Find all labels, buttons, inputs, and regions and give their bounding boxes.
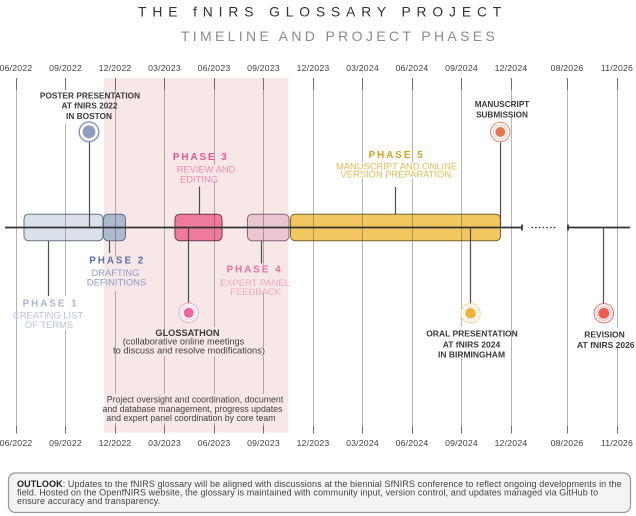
svg-text:09/2022: 09/2022 — [49, 63, 82, 73]
svg-text:IN BIRMINGHAM: IN BIRMINGHAM — [438, 350, 505, 360]
svg-text:12/2022: 12/2022 — [99, 438, 132, 448]
svg-text:REVISION: REVISION — [584, 329, 625, 339]
svg-text:09/2024: 09/2024 — [445, 438, 478, 448]
svg-text:DEFINITIONS: DEFINITIONS — [87, 277, 146, 288]
svg-text:field. Hosted on the OpenfNIRS: field. Hosted on the OpenfNIRS website, … — [17, 488, 598, 498]
svg-text:ensure accuracy and transparen: ensure accuracy and transparency. — [17, 496, 160, 506]
svg-text:AT fNIRS 2024: AT fNIRS 2024 — [443, 339, 501, 349]
svg-text:AT fNIRS 2022: AT fNIRS 2022 — [61, 101, 117, 111]
svg-text:OUTLOOK: Updates to the fNIRS: OUTLOOK: Updates to the fNIRS glossary w… — [17, 479, 622, 489]
svg-text:PHASE 1: PHASE 1 — [23, 298, 79, 309]
svg-text:TIMELINE AND PROJECT PHASES: TIMELINE AND PROJECT PHASES — [181, 28, 498, 44]
svg-text:08/2026: 08/2026 — [551, 63, 584, 73]
svg-text:11/2026: 11/2026 — [601, 63, 633, 73]
svg-text:SUBMISSION: SUBMISSION — [476, 110, 528, 119]
svg-text:09/2023: 09/2023 — [247, 63, 280, 73]
svg-text:08/2026: 08/2026 — [551, 438, 584, 448]
svg-text:12/2024: 12/2024 — [495, 63, 528, 73]
svg-text:12/2022: 12/2022 — [99, 63, 132, 73]
svg-text:REVIEW AND: REVIEW AND — [177, 164, 236, 175]
svg-text:12/2023: 12/2023 — [297, 438, 330, 448]
svg-text:PHASE 2: PHASE 2 — [89, 255, 145, 266]
svg-text:PHASE 4: PHASE 4 — [227, 265, 283, 276]
svg-text:PHASE 3: PHASE 3 — [173, 152, 229, 163]
svg-text:(collaborative online meetings: (collaborative online meetings — [123, 337, 245, 347]
svg-text:03/2024: 03/2024 — [346, 63, 379, 73]
svg-text:MANUSCRIPT AND ONLINE: MANUSCRIPT AND ONLINE — [336, 160, 457, 171]
svg-text:EXPERT PANEL: EXPERT PANEL — [220, 277, 290, 288]
svg-text:to discuss and resolve modific: to discuss and resolve modifications) — [113, 346, 265, 356]
svg-text:06/2022: 06/2022 — [0, 438, 32, 448]
svg-text:CREATING LIST: CREATING LIST — [13, 310, 83, 321]
svg-text:03/2023: 03/2023 — [148, 438, 181, 448]
svg-text:PHASE 5: PHASE 5 — [369, 150, 425, 161]
svg-text:06/2024: 06/2024 — [396, 438, 429, 448]
svg-text:03/2023: 03/2023 — [148, 63, 181, 73]
svg-text:POSTER PRESENTATION: POSTER PRESENTATION — [40, 90, 140, 100]
svg-text:11/2026: 11/2026 — [601, 438, 633, 448]
svg-text:and expert panel coordination: and expert panel coordination by core te… — [106, 413, 275, 423]
svg-text:06/2024: 06/2024 — [396, 63, 429, 73]
svg-text:EDITING: EDITING — [180, 173, 218, 184]
svg-text:06/2022: 06/2022 — [0, 63, 32, 73]
svg-text:MANUSCRIPT: MANUSCRIPT — [475, 100, 530, 109]
svg-text:GLOSSATHON: GLOSSATHON — [155, 328, 220, 338]
svg-text:12/2023: 12/2023 — [297, 63, 330, 73]
svg-text:03/2024: 03/2024 — [346, 438, 379, 448]
svg-text:Project oversight and coordina: Project oversight and coordination, docu… — [107, 395, 284, 405]
svg-text:09/2022: 09/2022 — [49, 438, 82, 448]
svg-text:12/2024: 12/2024 — [495, 438, 528, 448]
svg-text:OF TERMS: OF TERMS — [25, 319, 73, 330]
svg-text:THE fNIRS GLOSSARY PROJECT: THE fNIRS GLOSSARY PROJECT — [138, 5, 507, 20]
svg-text:IN BOSTON: IN BOSTON — [66, 111, 112, 121]
svg-text:AT fNIRS 2026: AT fNIRS 2026 — [577, 340, 635, 350]
svg-text:06/2023: 06/2023 — [198, 63, 231, 73]
svg-text:09/2023: 09/2023 — [247, 438, 280, 448]
svg-text:DRAFTING: DRAFTING — [91, 267, 139, 278]
svg-text:FEEDBACK: FEEDBACK — [230, 286, 281, 297]
svg-text:09/2024: 09/2024 — [445, 63, 478, 73]
svg-text:and database management, progr: and database management, progress update… — [103, 404, 284, 414]
svg-text:VERSION PREPARATION: VERSION PREPARATION — [340, 169, 451, 180]
svg-text:ORAL PRESENTATION: ORAL PRESENTATION — [426, 329, 518, 339]
svg-text:06/2023: 06/2023 — [198, 438, 231, 448]
